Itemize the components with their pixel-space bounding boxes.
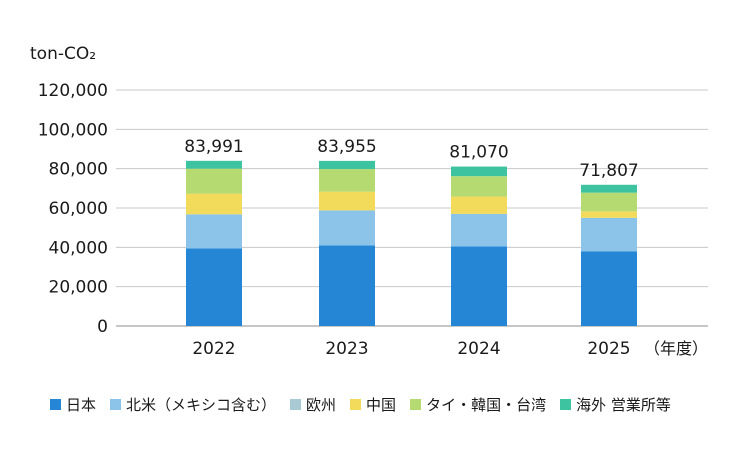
legend-swatch: [110, 399, 122, 410]
bar-segment: [186, 168, 242, 194]
total-data-label: 83,991: [184, 137, 243, 157]
legend-label: 海外 営業所等: [576, 396, 671, 414]
legend-label: 欧州: [306, 396, 337, 414]
legend-label: 中国: [366, 396, 397, 414]
bar-segment: [581, 217, 637, 252]
legend-swatch: [290, 399, 302, 410]
bar-segment: [581, 211, 637, 218]
bar-segment: [451, 176, 507, 197]
bar-segment: [319, 245, 375, 326]
legend-item: 欧州: [290, 394, 336, 415]
legend-swatch: [350, 399, 362, 410]
bar-segment: [581, 192, 637, 212]
legend: 日本 北米（メキシコ含む） 欧州 中国 タイ・韓国・台湾 海外 営業所等: [50, 394, 671, 415]
y-tick-label: 60,000: [49, 199, 108, 219]
legend-item: 北米（メキシコ含む）: [110, 394, 276, 415]
x-tick-label: 2024: [457, 339, 500, 359]
y-tick-label: 80,000: [49, 160, 108, 180]
legend-item: 中国: [350, 394, 396, 415]
y-axis-unit-label: ton-CO₂: [30, 44, 97, 64]
bar-segment: [451, 166, 507, 177]
y-tick-label: 20,000: [49, 278, 108, 298]
y-tick-label: 100,000: [38, 120, 108, 140]
y-tick-label: 120,000: [38, 81, 108, 101]
bar-segment: [581, 251, 637, 326]
bar-segment: [186, 160, 242, 169]
x-axis-suffix-label: （年度）: [644, 339, 708, 358]
bar-segment: [451, 246, 507, 326]
legend-label: 日本: [66, 396, 97, 414]
x-tick-label: 2023: [325, 339, 368, 359]
legend-swatch: [410, 399, 422, 410]
total-data-label: 81,070: [449, 143, 508, 163]
y-tick-label: 40,000: [49, 238, 108, 258]
total-data-label: 83,955: [317, 137, 376, 157]
bar-segment: [186, 193, 242, 215]
x-tick-label: 2022: [192, 339, 235, 359]
bar-segment: [319, 169, 375, 192]
stacked-bar-chart: 0 20,000 40,000 60,000 80,000 100,000 120,000 8…: [38, 81, 708, 359]
legend-swatch: [50, 399, 61, 410]
total-data-label: 71,807: [579, 161, 638, 181]
bar-segment: [451, 196, 507, 214]
bar-segment: [186, 248, 242, 326]
bar-segment: [581, 184, 637, 193]
legend-item: 日本: [50, 394, 96, 415]
bar-segment: [319, 160, 375, 170]
legend-item: タイ・韓国・台湾: [410, 394, 546, 415]
bar-segment: [451, 213, 507, 247]
x-tick-label: 2025: [587, 339, 630, 359]
bar-segment: [319, 191, 375, 211]
legend-swatch: [560, 399, 572, 410]
bar-segment: [186, 214, 242, 249]
y-tick-label: 0: [97, 317, 108, 337]
legend-item: 海外 営業所等: [560, 394, 671, 415]
legend-label: タイ・韓国・台湾: [426, 396, 547, 414]
bar-segment: [319, 210, 375, 246]
legend-label: 北米（メキシコ含む）: [126, 396, 277, 414]
